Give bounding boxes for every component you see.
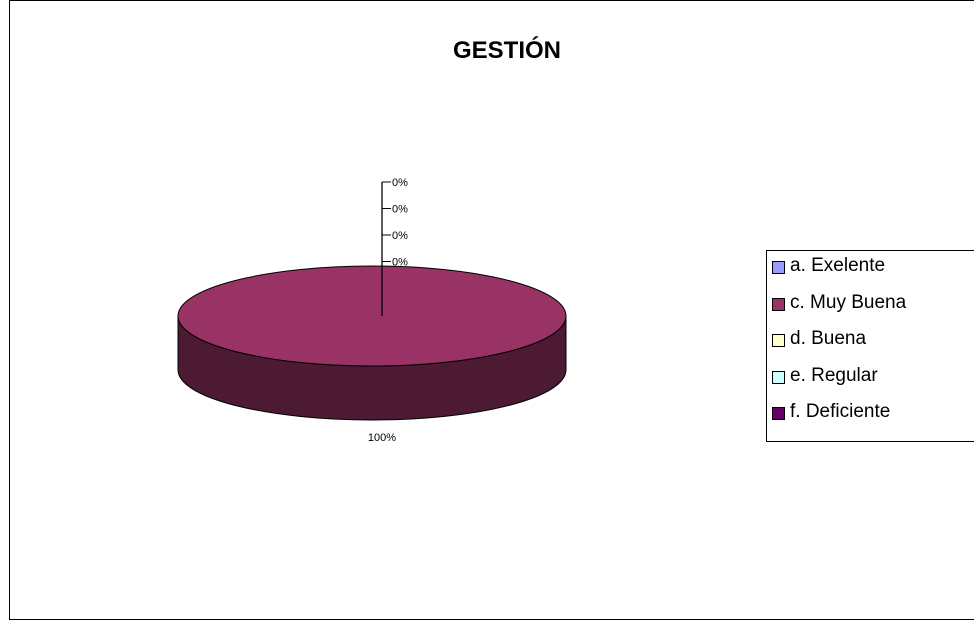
pie-slice [177, 265, 567, 367]
legend: a. Exelente c. Muy Buena d. Buena e. Regula… [766, 250, 974, 442]
legend-swatch [772, 370, 785, 384]
legend-label: d. Buena [790, 328, 867, 349]
chart-area: GESTIÓN 0% 0% 0% 0% 100% a. Exelente c. Muy B… [9, 0, 974, 620]
legend-swatch [772, 261, 785, 274]
chart-title: GESTIÓN [452, 37, 561, 64]
data-label: 100% [368, 432, 396, 444]
data-label: 0% [392, 257, 408, 269]
legend-label: e. Regular [790, 364, 878, 386]
data-label: 0% [392, 204, 408, 216]
legend-swatch [772, 407, 785, 420]
legend-swatch [772, 334, 785, 347]
legend-swatch [772, 297, 785, 311]
data-label: 0% [392, 230, 408, 242]
legend-label: c. Muy Buena [790, 291, 907, 313]
legend-label: a. Exelente [790, 255, 886, 276]
data-label: 0% [392, 177, 408, 189]
legend-label: f. Deficiente [790, 401, 891, 422]
pie-chart: 0% 0% 0% 0% 100% [177, 177, 567, 444]
